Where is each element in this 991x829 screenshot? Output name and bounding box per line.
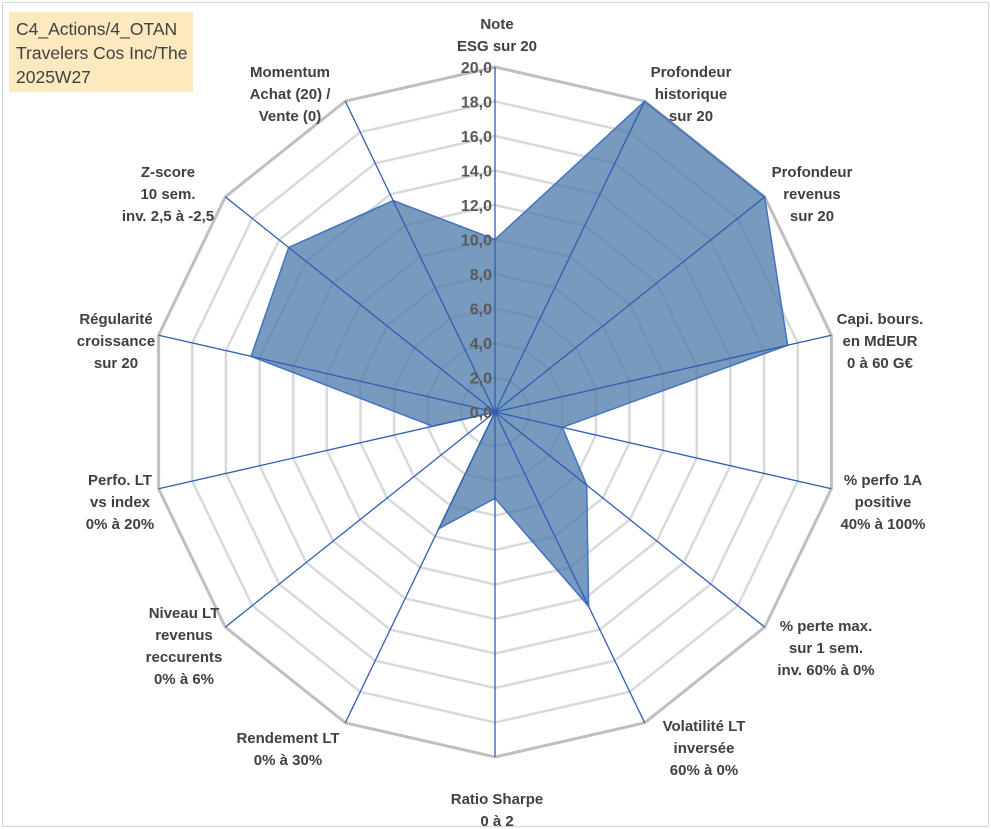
title-line-1: C4_Actions/4_OTAN <box>16 19 178 39</box>
axis-label: Capi. bours. en MdEUR 0 à 60 G€ <box>837 311 924 372</box>
tick-label: 6,0 <box>470 302 492 319</box>
axis-spoke <box>224 411 496 628</box>
axis-label: Perfo. LT vs index 0% à 20% <box>86 472 154 533</box>
axis-spoke <box>494 100 646 413</box>
tick-label: 18,0 <box>461 95 492 112</box>
tick-label: 12,0 <box>461 198 492 215</box>
tick-label: 2,0 <box>470 371 492 388</box>
tick-label: 4,0 <box>470 336 492 353</box>
axis-label: Profondeur revenus sur 20 <box>772 164 853 225</box>
axis-spoke <box>158 411 496 490</box>
axis-spoke <box>344 100 496 413</box>
axis-spoke <box>344 411 496 724</box>
axis-label: Volatilité LT inversée 60% à 0% <box>663 718 746 779</box>
tick-label: 10,0 <box>461 233 492 250</box>
axis-label: Ratio Sharpe 0 à 2 <box>451 791 544 829</box>
value-tick-labels: 0,0 2,0 4,0 6,0 8,0 10,0 12,0 14,0 16,0 18,0 20,0 <box>461 60 492 422</box>
axis-spoke <box>158 334 496 413</box>
axis-spoke <box>494 411 766 628</box>
title-line-2: Travelers Cos Inc/The <box>16 43 188 63</box>
tick-label: 8,0 <box>470 267 492 284</box>
axis-label: % perfo 1A positive 40% à 100% <box>840 472 925 533</box>
tick-label: 0,0 <box>470 405 492 422</box>
chart-title-box: C4_Actions/4_OTAN Travelers Cos Inc/The … <box>9 12 193 92</box>
tick-label: 16,0 <box>461 129 492 146</box>
axis-spoke <box>224 196 496 413</box>
tick-label: 14,0 <box>461 164 492 181</box>
axis-label: Profondeur historique sur 20 <box>651 64 732 125</box>
axis-label: Z-score 10 sem. inv. 2,5 à -2,5 <box>122 164 214 225</box>
axis-label: % perte max. sur 1 sem. inv. 60% à 0% <box>777 618 874 679</box>
tick-label: 20,0 <box>461 60 492 77</box>
axis-label: Niveau LT revenus reccurents 0% à 6% <box>146 605 223 688</box>
axis-category-labels: Note ESG sur 20 Profondeur historique sur 20… <box>77 16 926 829</box>
axis-label: Régularité croissance sur 20 <box>77 311 155 372</box>
axis-spoke <box>494 411 646 724</box>
title-line-3: 2025W27 <box>16 67 91 87</box>
axis-label: Rendement LT 0% à 30% <box>236 730 339 769</box>
axis-spoke <box>494 411 832 490</box>
axis-label: Momentum Achat (20) / Vente (0) <box>250 64 332 125</box>
axis-spokes <box>158 67 832 757</box>
axis-spoke <box>494 196 766 413</box>
axis-label: Note ESG sur 20 <box>457 16 537 55</box>
axis-spoke <box>494 334 832 413</box>
